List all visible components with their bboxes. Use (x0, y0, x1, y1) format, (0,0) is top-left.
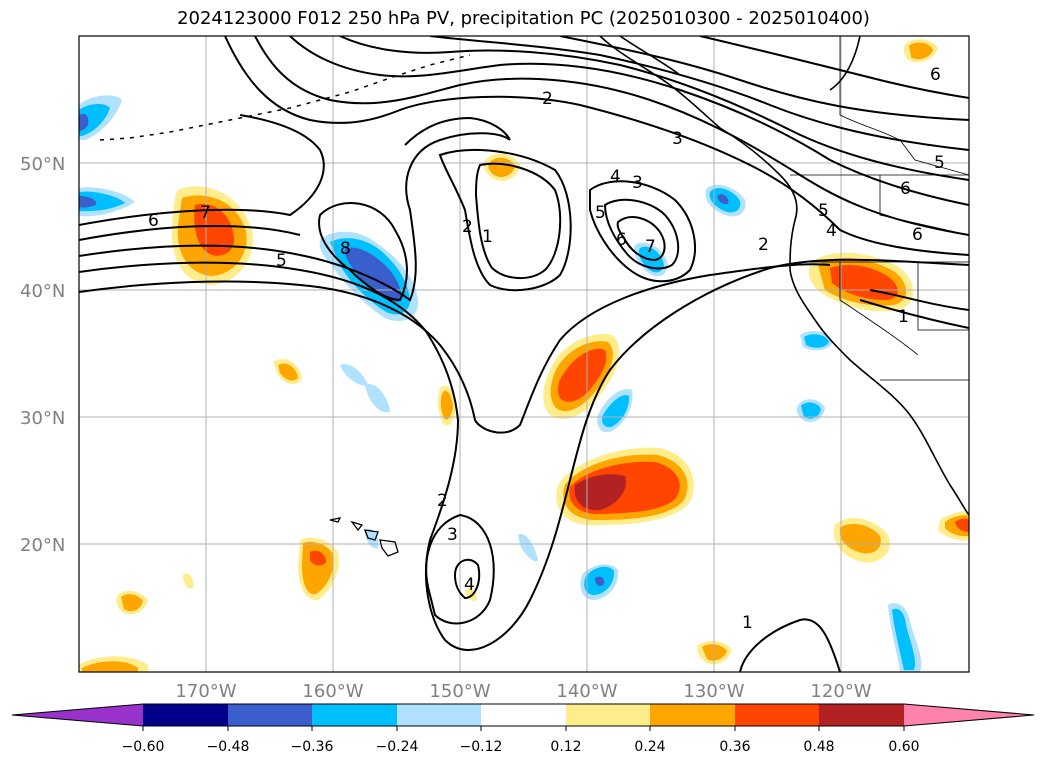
latitude-labels: 50°N 40°N 30°N 20°N (20, 154, 65, 556)
colorbar-segment (228, 704, 312, 726)
colorbar-tick-label: 0.60 (888, 739, 919, 755)
colorbar-tick-label: −0.12 (460, 739, 503, 755)
contour-label: 5 (595, 203, 606, 223)
contour-label: 4 (464, 575, 475, 595)
contour-label: 7 (200, 203, 211, 223)
contour-label: 2 (462, 217, 473, 237)
precip-anomaly-128w-48n (705, 184, 746, 217)
contour-label: 1 (742, 613, 753, 633)
colorbar-tick-label: 0.36 (719, 739, 750, 755)
latitude-label: 50°N (20, 154, 65, 175)
latitude-label: 20°N (20, 535, 65, 556)
colorbar-segment (397, 704, 481, 726)
colorbar-segment (650, 704, 735, 726)
contour-label: 1 (482, 227, 493, 247)
colorbar-segment (819, 704, 904, 726)
contour-label: 4 (826, 221, 837, 241)
precip-anomaly-138w-17n (580, 564, 619, 600)
precip-fills (79, 39, 969, 672)
contour-label: 2 (758, 235, 769, 255)
pv-contours (79, 36, 969, 672)
colorbar-segment (566, 704, 650, 726)
contour-label: 3 (632, 173, 643, 193)
latitude-label: 30°N (20, 408, 65, 429)
colorbar-extend-low (12, 704, 143, 726)
precip-anomaly-138w-30n (597, 389, 633, 433)
colorbar-tick-label: −0.24 (376, 739, 419, 755)
colorbar (11, 703, 1035, 731)
contour-label: 6 (912, 225, 923, 245)
contour-label: 8 (340, 239, 351, 259)
colorbar-tick-label: −0.36 (291, 739, 334, 755)
precip-anomaly-170w (171, 186, 253, 285)
map-plot-area: 6 7 5 8 2 1 2 3 4 3 5 6 7 5 4 6 6 5 6 2 … (79, 36, 969, 672)
colorbar-segment (735, 704, 819, 726)
contour-label-group: 6 7 5 8 2 1 2 3 4 3 5 6 7 5 4 6 6 5 6 2 … (148, 65, 945, 633)
contour-label: 7 (645, 237, 656, 257)
contour-label: 3 (447, 525, 458, 545)
aleutian-islands (99, 54, 471, 141)
contour-label: 4 (610, 167, 621, 187)
longitude-label: 130°W (683, 681, 744, 702)
colorbar-segment (312, 704, 397, 726)
contour-label: 3 (672, 129, 683, 149)
precip-anomaly-135w-24n (556, 447, 694, 526)
colorbar-tick-labels: −0.60 −0.48 −0.36 −0.24 −0.12 0.12 0.24 … (122, 739, 920, 755)
contour-label: 1 (898, 307, 909, 327)
hawaii-islands (329, 517, 399, 557)
map-title: 2024123000 F012 250 hPa PV, precipitatio… (177, 8, 870, 29)
map-frame (78, 35, 970, 673)
colorbar-segment (143, 704, 228, 726)
contour-label: 5 (818, 201, 829, 221)
colorbar-segment (481, 704, 566, 726)
colorbar-tick-label: −0.48 (207, 739, 250, 755)
longitude-label: 160°W (302, 681, 363, 702)
contour-label: 2 (437, 491, 448, 511)
colorbar-extend-high (904, 704, 1034, 726)
colorbar-tick-label: 0.48 (803, 739, 834, 755)
contour-label: 6 (930, 65, 941, 85)
contour-label: 5 (276, 251, 287, 271)
longitude-label: 170°W (175, 681, 236, 702)
longitude-label: 120°W (810, 681, 871, 702)
latitude-label: 40°N (20, 281, 65, 302)
longitude-labels: 170°W 160°W 150°W 140°W 130°W 120°W (175, 681, 871, 702)
colorbar-tick-label: 0.12 (550, 739, 581, 755)
contour-label: 6 (148, 211, 159, 231)
contour-label: 5 (934, 153, 945, 173)
longitude-label: 140°W (556, 681, 617, 702)
colorbar-tick-label: 0.24 (634, 739, 665, 755)
longitude-label: 150°W (429, 681, 490, 702)
precip-anomaly-140w-33n (543, 334, 620, 419)
contour-label: 2 (542, 89, 553, 109)
contour-label: 6 (900, 179, 911, 199)
colorbar-tick-label: −0.60 (122, 739, 165, 755)
map-gridlines (79, 36, 969, 672)
contour-label: 6 (616, 230, 627, 250)
